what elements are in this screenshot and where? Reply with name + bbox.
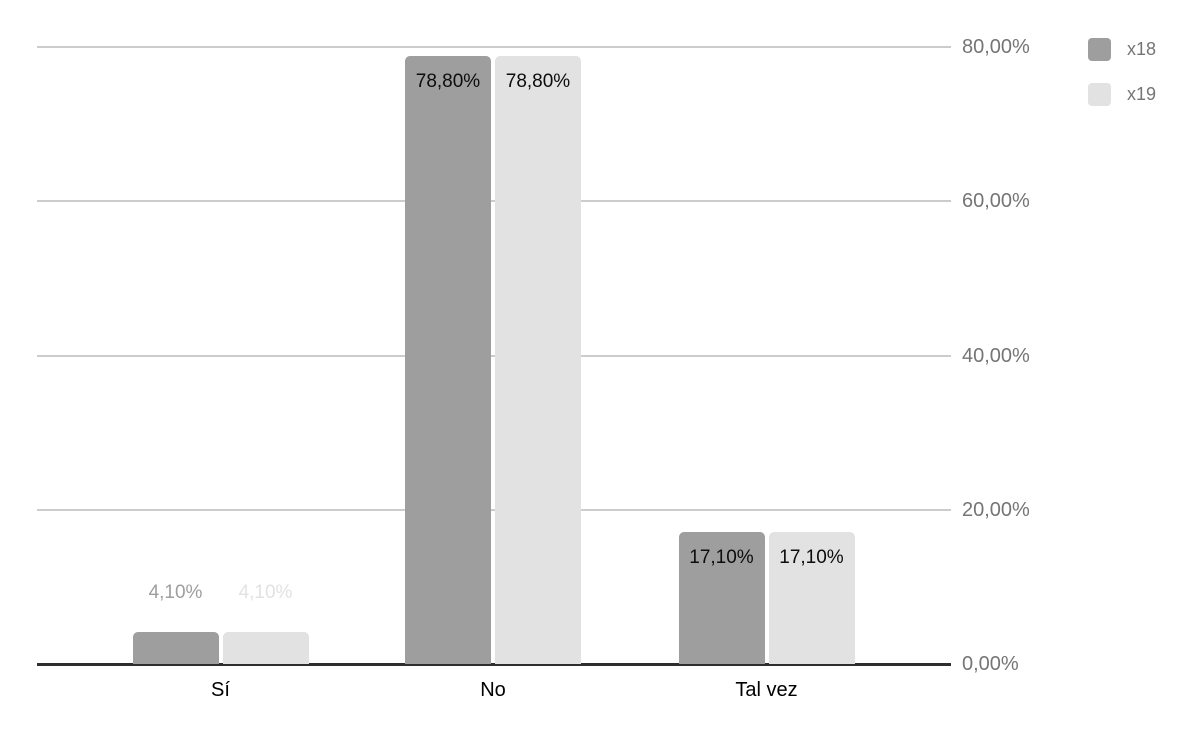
x-axis-line bbox=[37, 663, 951, 666]
bar-value-label: 4,10% bbox=[238, 582, 293, 604]
legend-item-x19: x19 bbox=[1088, 83, 1156, 106]
y-axis-tick-label: 40,00% bbox=[962, 344, 1030, 367]
y-axis-tick-label: 0,00% bbox=[962, 653, 1019, 675]
bar-x18-tal-vez[interactable] bbox=[678, 532, 765, 664]
legend-label-x18: x18 bbox=[1127, 39, 1157, 59]
y-axis-tick-label: 60,00% bbox=[962, 190, 1030, 213]
bar-value-label: 78,80% bbox=[505, 71, 571, 93]
legend-label-x19: x19 bbox=[1127, 84, 1157, 104]
x-axis-label-no: No bbox=[480, 679, 506, 701]
bar-x18-no[interactable] bbox=[405, 56, 491, 664]
y-axis-tick-label: 20,00% bbox=[962, 498, 1030, 521]
gridline bbox=[37, 200, 951, 203]
x-axis-label-tal-vez: Tal vez bbox=[735, 679, 798, 701]
bar-x19-no[interactable] bbox=[495, 56, 581, 664]
bar-value-label: 4,10% bbox=[148, 582, 203, 604]
bar-x19-tal-vez[interactable] bbox=[768, 532, 855, 664]
legend: x18 x19 bbox=[1088, 38, 1156, 128]
gridline bbox=[37, 46, 951, 48]
bar-x18-sí[interactable] bbox=[132, 632, 219, 664]
bar-value-label: 17,10% bbox=[779, 547, 844, 569]
x-axis-label-sí: Sí bbox=[211, 679, 230, 701]
y-axis-tick-label: 80,00% bbox=[962, 36, 1030, 58]
bar-x19-sí[interactable] bbox=[222, 632, 309, 664]
bar-value-label: 78,80% bbox=[415, 71, 481, 93]
legend-swatch-x18-icon bbox=[1088, 38, 1111, 61]
legend-swatch-x19-icon bbox=[1088, 83, 1111, 106]
gridline bbox=[37, 508, 951, 511]
gridline bbox=[37, 354, 951, 357]
bar-value-label: 17,10% bbox=[689, 547, 754, 569]
legend-item-x18: x18 bbox=[1088, 38, 1156, 61]
